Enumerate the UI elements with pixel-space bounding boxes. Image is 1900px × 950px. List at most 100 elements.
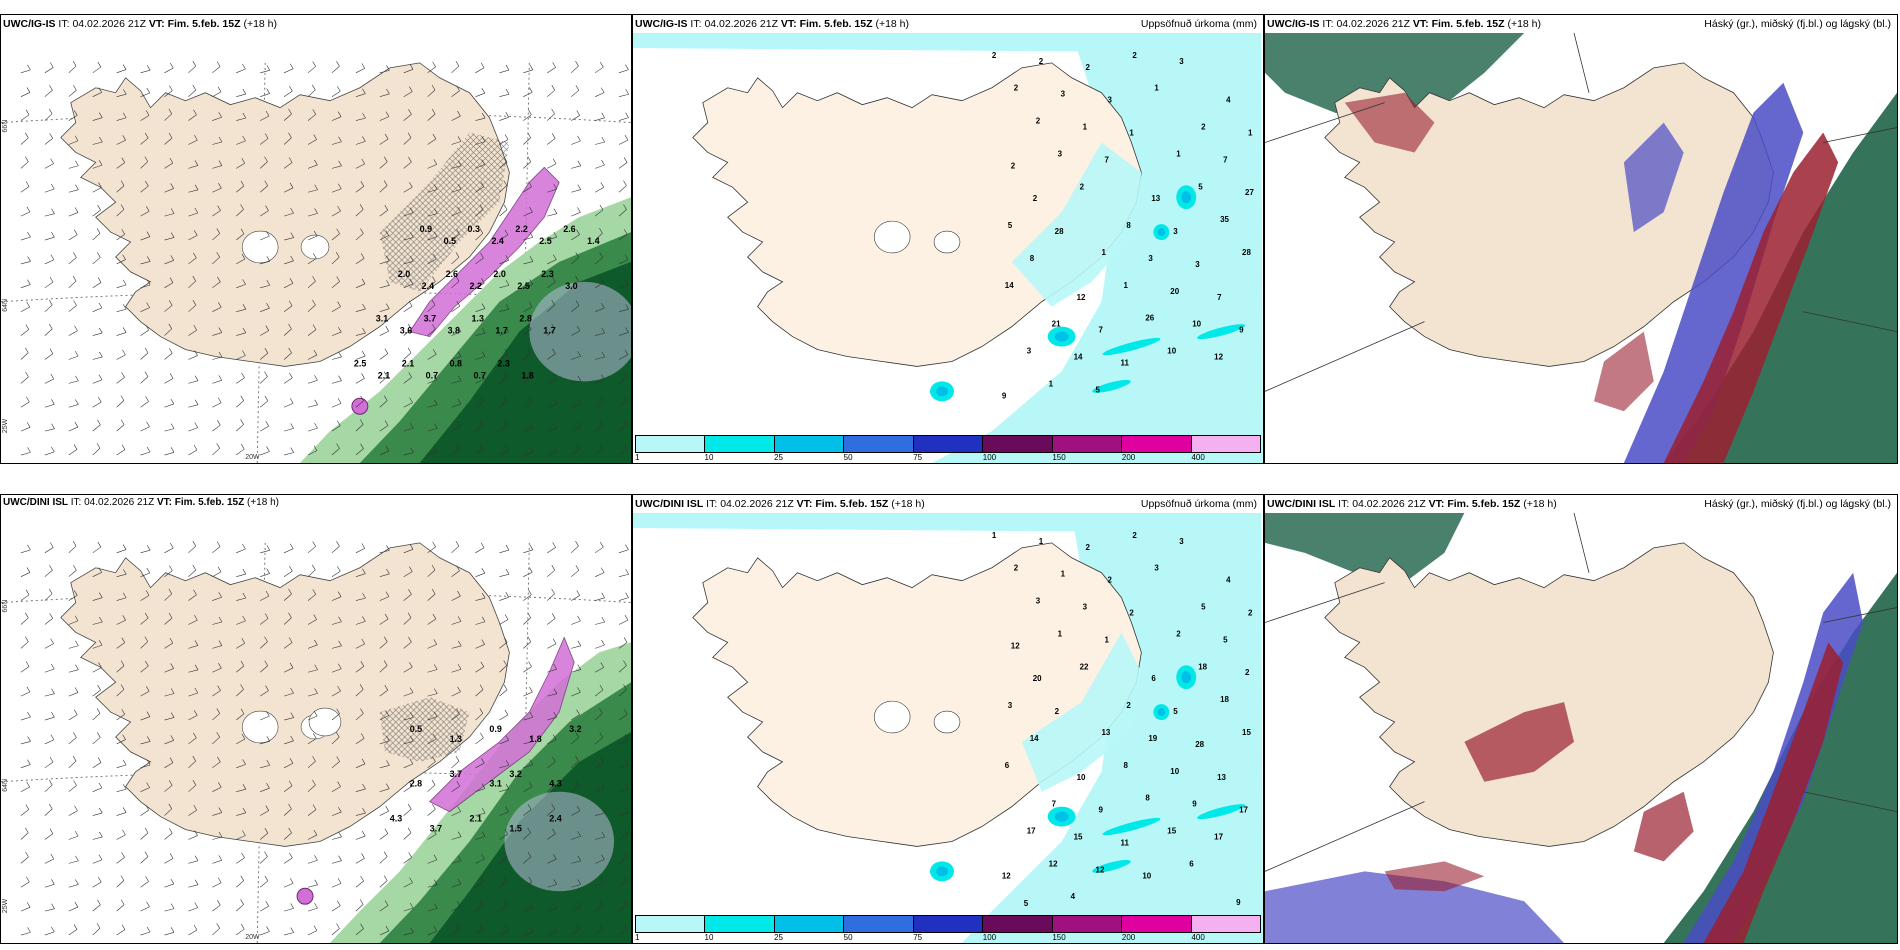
wind-snow-map: 66N64N20W15W25W0.90.50.32.42.22.52.61.42… bbox=[1, 60, 631, 463]
wind-barb bbox=[284, 903, 294, 912]
wind-barb bbox=[451, 780, 461, 792]
precip-value-label: 9 bbox=[1099, 806, 1104, 815]
wind-barb bbox=[212, 732, 220, 745]
wind-barb bbox=[44, 588, 53, 601]
wind-barb bbox=[523, 87, 533, 97]
wind-barb bbox=[284, 447, 295, 456]
wind-barb bbox=[188, 710, 198, 721]
wind-barb bbox=[523, 712, 534, 721]
wind-barb bbox=[427, 374, 438, 384]
wind-barb bbox=[307, 109, 317, 121]
precip-value-label: 18 bbox=[1198, 662, 1207, 671]
wind-barb bbox=[260, 65, 271, 74]
wind-barb bbox=[547, 276, 556, 289]
precip-value-label: 2 bbox=[1176, 629, 1181, 638]
wind-barb bbox=[451, 640, 462, 649]
wind-barb bbox=[475, 783, 486, 792]
wind-barb bbox=[594, 443, 603, 456]
wind-barb bbox=[403, 758, 414, 769]
precip-north-band bbox=[633, 33, 1262, 53]
wind-barb bbox=[475, 831, 486, 840]
wind-barb bbox=[331, 61, 340, 74]
wind-barb bbox=[307, 925, 318, 936]
wind-barb bbox=[116, 592, 127, 601]
precip-value-label: 12 bbox=[1077, 293, 1086, 302]
precip-value-label: 5 bbox=[1096, 385, 1101, 394]
wind-barb bbox=[594, 684, 604, 697]
wind-barb bbox=[475, 639, 485, 649]
wind-barb bbox=[451, 60, 460, 74]
wind-barb bbox=[188, 84, 197, 97]
wind-barb bbox=[523, 567, 533, 577]
wind-barb bbox=[403, 447, 414, 456]
wind-barb bbox=[212, 807, 223, 816]
precip-value-label: 1 bbox=[1248, 129, 1253, 138]
wind-barb bbox=[331, 708, 340, 721]
wind-barb bbox=[188, 564, 197, 577]
cloud-map bbox=[1265, 33, 1897, 463]
wind-barb bbox=[331, 616, 342, 625]
snow-depth-label: 2.4 bbox=[491, 236, 503, 246]
wind-barb bbox=[451, 923, 460, 936]
precip-value-label: 14 bbox=[1030, 734, 1039, 743]
wind-barb bbox=[427, 779, 436, 792]
wind-barb bbox=[403, 323, 412, 336]
wind-barb bbox=[571, 110, 580, 121]
colorbar-tick-label: 75 bbox=[913, 453, 923, 462]
precip-value-label: 8 bbox=[1123, 761, 1128, 770]
wind-barb bbox=[68, 709, 78, 721]
panel-wind-snow-top: UWC/IG-IS IT: 04.02.2026 21Z VT: Fim. 5.… bbox=[0, 14, 632, 464]
precip-value-label: 10 bbox=[1167, 347, 1176, 356]
wind-barb bbox=[259, 875, 269, 888]
wind-barb bbox=[475, 62, 485, 74]
wind-barb bbox=[379, 783, 390, 792]
snow-depth-label: 2.5 bbox=[354, 358, 366, 368]
wind-barb bbox=[594, 252, 603, 265]
wind-barb bbox=[451, 276, 460, 289]
wind-barb bbox=[283, 588, 292, 601]
wind-barb bbox=[164, 208, 175, 217]
wind-barb bbox=[403, 422, 414, 432]
panel-header: UWC/DINI ISL IT: 04.02.2026 21Z VT: Fim.… bbox=[3, 497, 279, 508]
wind-barb bbox=[92, 182, 102, 193]
wind-barb bbox=[260, 710, 270, 721]
wind-barb bbox=[331, 420, 341, 432]
snow-depth-label: 0.5 bbox=[410, 724, 422, 734]
wind-barb bbox=[547, 374, 557, 384]
boundary-line bbox=[1265, 582, 1385, 623]
wind-barb bbox=[618, 875, 627, 888]
snow-depth-label: 0.8 bbox=[450, 358, 462, 368]
wind-barb bbox=[164, 853, 174, 864]
wind-barb bbox=[618, 759, 629, 769]
wind-barb bbox=[571, 615, 581, 625]
wind-barb bbox=[379, 875, 388, 888]
wind-barb bbox=[475, 88, 486, 97]
wind-barb bbox=[116, 615, 126, 625]
boundary-line bbox=[1573, 33, 1590, 93]
wind-barb bbox=[547, 663, 557, 673]
snow-depth-label: 2.2 bbox=[515, 224, 527, 234]
wind-barb bbox=[427, 253, 437, 265]
wind-barb bbox=[283, 323, 292, 336]
wind-barb bbox=[570, 85, 580, 97]
wind-barb bbox=[523, 422, 533, 432]
wind-barb bbox=[499, 709, 509, 721]
wind-barb bbox=[236, 135, 246, 145]
wind-barb bbox=[116, 254, 126, 265]
wind-barb bbox=[379, 180, 388, 193]
wind-barb bbox=[595, 112, 605, 121]
wind-barb bbox=[20, 232, 31, 241]
snow-depth-label: 3.7 bbox=[424, 314, 436, 324]
snow-depth-label: 0.3 bbox=[468, 224, 480, 234]
wind-barb bbox=[379, 420, 389, 432]
wind-barb bbox=[523, 902, 533, 912]
wind-barb bbox=[116, 899, 125, 912]
wind-barb bbox=[188, 275, 196, 289]
wind-barb bbox=[355, 112, 366, 121]
wind-barb bbox=[475, 228, 484, 241]
wind-barb bbox=[212, 61, 221, 74]
precip-value-label: 1 bbox=[1049, 379, 1054, 388]
wind-barb bbox=[236, 327, 247, 336]
wind-barb bbox=[499, 660, 507, 673]
wind-barb bbox=[212, 252, 220, 265]
